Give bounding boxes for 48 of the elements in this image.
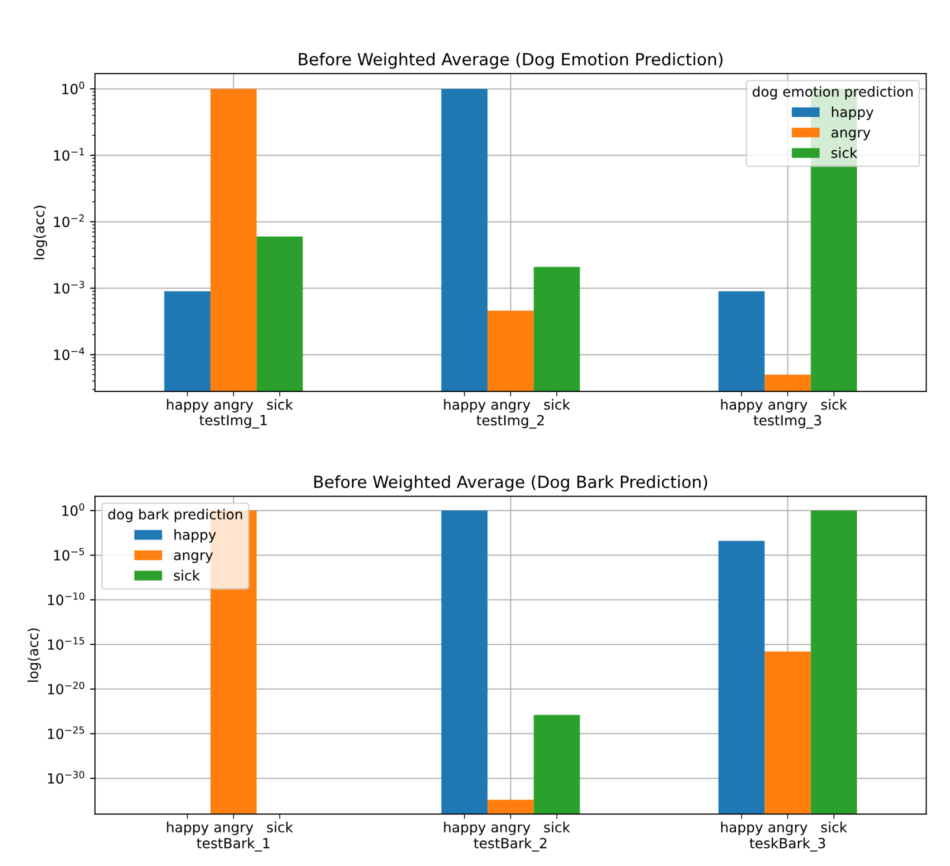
text: sick bbox=[267, 822, 294, 832]
y-tick-label: 10$^{−5}$ bbox=[54, 548, 84, 561]
x-tick-label: testImg_1 bbox=[199, 415, 267, 428]
text: angry bbox=[768, 824, 808, 836]
x-tick-label: testBark_1 bbox=[196, 838, 270, 852]
text: happy bbox=[721, 399, 763, 412]
legend-label: happy bbox=[832, 106, 874, 120]
x-tick-label: teskBark_3 bbox=[750, 838, 826, 852]
y-tick-label: 10$^{−1}$ bbox=[54, 148, 84, 161]
text: sick bbox=[544, 822, 570, 832]
text: happy bbox=[444, 822, 486, 836]
text: sick bbox=[821, 822, 848, 832]
y-axis-title: log(acc) bbox=[28, 628, 41, 682]
text: sick bbox=[544, 399, 570, 410]
text: angry bbox=[214, 402, 254, 412]
y-tick-label: 10$^{−3}$ bbox=[54, 280, 84, 294]
x-tick-label: testBark_2 bbox=[474, 838, 546, 852]
text: happy bbox=[167, 399, 209, 412]
text: angry bbox=[214, 824, 254, 836]
legend-label: happy bbox=[174, 529, 216, 543]
legend-title: dog bark prediction bbox=[108, 508, 242, 522]
chart-title: Before Weighted Average (Dog Emotion Prediction) bbox=[298, 52, 722, 69]
y-tick-label: 10$^{0}$ bbox=[62, 503, 84, 516]
text: angry bbox=[768, 402, 808, 412]
x-tick-label: testImg_2 bbox=[476, 415, 544, 429]
y-tick-label: 10$^{−25}$ bbox=[48, 726, 84, 740]
y-axis-title: log(acc) bbox=[34, 206, 48, 260]
legend-label: sick bbox=[831, 147, 858, 158]
legend-label: angry bbox=[832, 130, 870, 140]
y-tick-label: 10$^{0}$ bbox=[62, 82, 84, 94]
y-tick-label: 10$^{−10}$ bbox=[48, 592, 84, 606]
y-tick-label: 10$^{−15}$ bbox=[48, 637, 84, 650]
legend-title: dog emotion prediction bbox=[752, 86, 913, 100]
text: sick bbox=[821, 399, 848, 410]
y-tick-label: 10$^{−30}$ bbox=[48, 770, 84, 784]
legend-label: angry bbox=[174, 552, 213, 563]
legend-label: sick bbox=[174, 570, 200, 581]
y-tick-label: 10$^{−20}$ bbox=[48, 682, 84, 694]
text: happy bbox=[444, 399, 486, 412]
text: angry bbox=[491, 824, 530, 836]
text: angry bbox=[491, 402, 530, 412]
text: sick bbox=[267, 399, 294, 410]
x-tick-label: testImg_3 bbox=[754, 415, 822, 429]
y-tick-label: 10$^{−4}$ bbox=[54, 347, 84, 360]
text: happy bbox=[721, 822, 763, 836]
chart-title: Before Weighted Average (Dog Bark Prediction) bbox=[314, 475, 708, 492]
text: happy bbox=[167, 822, 209, 836]
y-tick-label: 10$^{−2}$ bbox=[54, 214, 84, 228]
